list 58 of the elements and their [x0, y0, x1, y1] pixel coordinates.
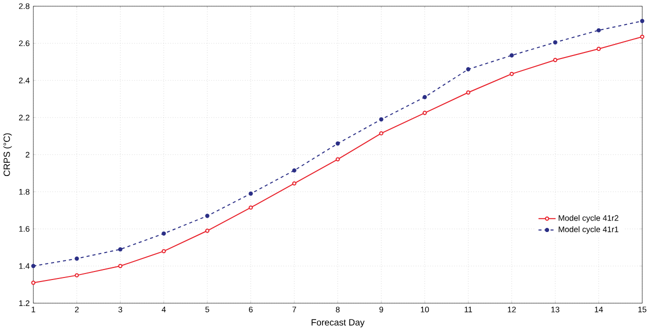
point [379, 131, 384, 136]
y-axis-title: CRPS (°C) [3, 134, 12, 176]
point [466, 90, 470, 95]
x-tick-label: 8 [336, 306, 340, 313]
point [553, 58, 558, 62]
point [422, 110, 427, 116]
point [205, 228, 210, 234]
x-tick-label: 2 [74, 306, 79, 312]
point [162, 232, 166, 236]
point [596, 28, 601, 33]
legend-label: Model cycle 41r2 [558, 215, 618, 223]
y-tick-label: 2.8 [19, 3, 30, 10]
point [640, 34, 644, 40]
y-tick-label: 1.6 [19, 226, 30, 232]
point [640, 19, 644, 24]
point [596, 46, 601, 52]
x-tick-label: 5 [205, 306, 210, 312]
point [510, 53, 514, 58]
point [248, 192, 253, 196]
x-tick-label: 14 [594, 306, 603, 312]
y-tick-label: 2 [26, 152, 30, 158]
point [422, 95, 427, 100]
point [553, 40, 558, 45]
x-tick-label: 15 [638, 306, 646, 312]
point [292, 168, 296, 173]
x-tick-label: 11 [464, 306, 472, 312]
point [162, 249, 166, 254]
legend-label: Model cycle 41r1 [558, 226, 618, 234]
point [74, 273, 79, 278]
point [205, 214, 210, 218]
y-tick-label: 2.4 [19, 78, 30, 84]
y-tick-label: 2.6 [19, 40, 30, 46]
x-axis-title: Forecast Day [312, 319, 365, 328]
point [31, 280, 36, 285]
point [292, 181, 296, 186]
y-tick-label: 2.2 [19, 114, 30, 120]
y-tick-label: 1.8 [19, 189, 30, 195]
point [248, 206, 253, 210]
x-tick-label: 10 [420, 306, 429, 313]
point [118, 264, 122, 268]
y-tick-label: 1.2 [19, 300, 30, 306]
point [118, 247, 122, 252]
x-tick-label: 12 [508, 306, 516, 312]
point [510, 72, 514, 76]
point [31, 264, 36, 268]
x-tick-label: 13 [551, 306, 560, 313]
x-tick-label: 6 [248, 306, 253, 313]
x-tick-label: 4 [162, 306, 166, 312]
point [336, 157, 340, 162]
point [74, 256, 79, 261]
point [466, 67, 470, 72]
x-tick-label: 7 [292, 306, 296, 312]
y-tick-label: 1.4 [19, 263, 30, 269]
point [336, 142, 340, 146]
x-tick-label: 9 [379, 306, 384, 313]
point [379, 117, 384, 122]
x-tick-label: 3 [118, 306, 122, 313]
x-tick-label: 1 [32, 306, 36, 312]
